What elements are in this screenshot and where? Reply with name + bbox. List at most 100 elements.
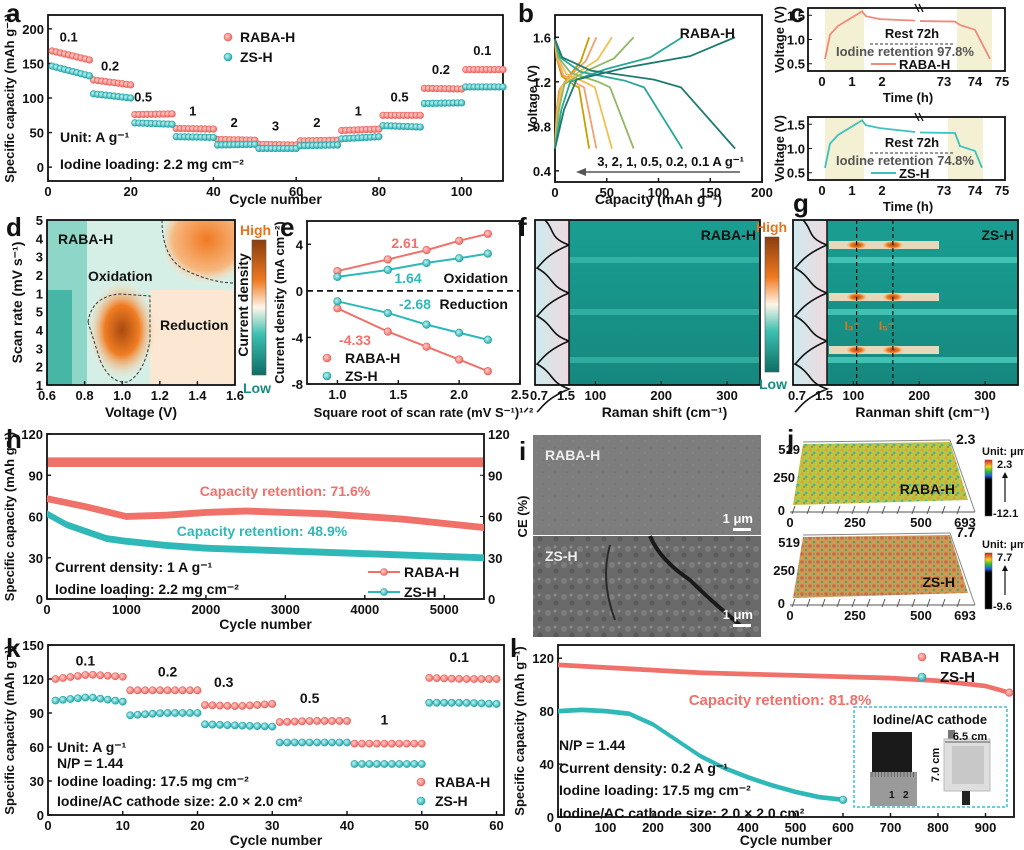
x-tick-label: 73	[937, 74, 951, 89]
panel-label: g	[793, 188, 809, 218]
x-tick-label: 50	[600, 185, 614, 200]
width-label: 6.5 cm	[953, 731, 987, 743]
legend-label: ZS-H	[435, 793, 468, 809]
rate-label: 2	[313, 115, 320, 130]
sample-label: RABA-H	[701, 227, 756, 243]
legend-label: RABA-H	[345, 350, 400, 366]
discharge-shade	[957, 9, 992, 70]
x-tick-label: 74	[968, 183, 983, 198]
zs-point	[402, 760, 411, 768]
x-tick-label: 74	[968, 74, 983, 89]
x-tick-label: 900	[975, 820, 997, 835]
grid-tick	[821, 598, 826, 608]
raba-point	[171, 686, 179, 695]
grid-tick	[866, 505, 871, 515]
raba-point	[275, 718, 284, 726]
raba-point	[133, 686, 142, 695]
charge-curve	[554, 36, 683, 149]
ruler-label: 2	[903, 790, 909, 801]
raba-point	[66, 673, 75, 681]
panel-h: 0 1000 2000 3000 4000 5000 0 30 60 90 120 0 30 60 90 12…	[2, 427, 530, 632]
raba-point	[230, 702, 239, 710]
raba-point	[208, 701, 217, 710]
x-tick-label: 0.6	[38, 388, 56, 403]
y-tick-label: 0	[37, 160, 44, 175]
plot-frame	[534, 219, 761, 386]
y-tick-label: 0	[37, 808, 44, 823]
rate-label: 0.2	[158, 664, 178, 680]
raba-point	[477, 675, 486, 683]
charge-shade	[825, 9, 864, 70]
zs-point	[383, 265, 392, 275]
panel-c-top: 0.5 1.0 1.5 0 1 2 73 74 75 Time (h) Voltage (V) Res…	[772, 3, 1009, 105]
sample-label: RABA-H	[680, 25, 735, 41]
slope-label: -2.68	[399, 296, 431, 312]
zs-point	[81, 693, 90, 702]
y-tick-label: 120	[21, 427, 43, 442]
height-label: 7.0 cm	[930, 748, 942, 782]
x-tick-label: 0	[551, 185, 558, 200]
zs-point	[365, 760, 374, 768]
raba-point	[223, 701, 232, 710]
raba-point	[193, 686, 202, 695]
x-axis-label: Cycle number	[229, 191, 322, 207]
rate-label: 3	[272, 119, 279, 134]
zs-point	[447, 698, 456, 707]
zs-point	[483, 335, 492, 344]
zs-point	[209, 133, 218, 142]
raba-point	[1005, 688, 1014, 697]
panel-l: 0 100 200 300 400 500 600 700 800 900 0 40 80 120 Cycl…	[512, 644, 1015, 848]
y-axis-label: Specific capacity (mAh g⁻¹)	[2, 645, 17, 814]
voltage-curve	[824, 10, 916, 60]
annotation: N/P = 1.44	[559, 737, 626, 753]
colorbar-min: -12.1	[993, 508, 1018, 520]
annotation: Iodine loading: 2.2 mg cm⁻²	[60, 156, 244, 172]
rest-label: Rest 72h	[885, 135, 939, 150]
panel-e: 1.0 1.5 2.0 2.5 -8 -4 0 4 Square root of scan ra…	[272, 220, 534, 420]
zs-point	[387, 760, 396, 768]
slope-label: 1.64	[394, 270, 421, 286]
reduction-hotspot	[87, 280, 157, 380]
axis-break-icon	[914, 112, 920, 122]
y-tick-label: -4	[291, 330, 303, 345]
zs-point	[88, 693, 97, 702]
sample-label: RABA-H	[900, 481, 955, 497]
colorbar-low: Low	[243, 380, 271, 396]
y-tick-label: 1.0	[787, 142, 805, 157]
retention-label: Capacity retention: 81.8%	[689, 692, 872, 709]
raba-point	[268, 700, 277, 708]
raba-point	[111, 672, 120, 681]
raba-point	[422, 246, 431, 255]
raba-point	[462, 675, 471, 683]
grid-tick	[851, 598, 856, 608]
raba-point	[343, 717, 351, 725]
pouch-cell-inner	[952, 746, 984, 784]
x-tick-label: 75	[995, 183, 1009, 198]
x-tick-label: 60	[489, 818, 503, 833]
x-tick-label: 0	[786, 608, 793, 623]
x-tick-label: 0	[554, 820, 561, 835]
y-tick-label: 4	[36, 231, 44, 246]
y-tick-label: 2	[36, 360, 43, 375]
raba-point	[216, 701, 224, 710]
retention-label: Iodine retention 74.8%	[836, 153, 974, 168]
panel-label: f	[518, 212, 527, 242]
y-tick-label: 1.2	[533, 75, 551, 90]
zs-point	[201, 720, 209, 729]
voltage-curve	[824, 119, 916, 169]
raba-point	[425, 673, 434, 682]
zs-capacity-band	[47, 510, 484, 562]
zs-point	[168, 120, 176, 128]
raba-point	[238, 702, 247, 710]
y-tick-label: 0.5	[787, 57, 805, 72]
y-tick-label: 120	[22, 672, 44, 687]
raba-point	[290, 717, 299, 726]
zs-point	[462, 699, 471, 707]
x-tick-label: 1.5	[815, 388, 833, 403]
zs-point	[328, 738, 336, 747]
slope-label: 2.61	[391, 235, 418, 251]
raba-point	[483, 229, 492, 238]
colorbar-high: High	[756, 219, 787, 235]
